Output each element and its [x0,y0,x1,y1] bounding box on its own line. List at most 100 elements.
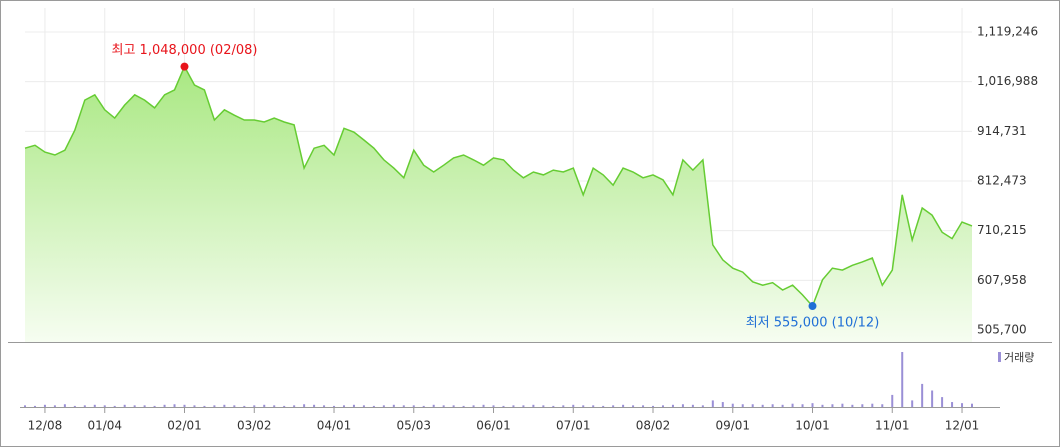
x-tick-label: 06/01 [476,419,511,433]
x-tick-label: 01/04 [87,419,122,433]
volume-bar [382,405,385,407]
volume-bar [582,405,585,407]
volume-bar [552,405,555,407]
plot: 최고 1,048,000 (02/08) 최저 555,000 (10/12) [24,43,973,407]
volume-bar [183,404,186,407]
volume-bar [472,405,475,407]
volume-bar [462,405,465,407]
x-tick-label: 07/01 [556,419,591,433]
volume-bar [532,404,535,407]
volume-bar [771,404,774,407]
volume-bar [821,404,824,407]
volume-bar [592,405,595,407]
volume-bar [951,402,954,407]
volume-bar [522,405,525,407]
volume-bar [811,403,814,407]
volume-bar [43,404,46,407]
volume-bar [831,404,834,407]
volume-bar [671,404,674,407]
volume-bar [103,405,106,407]
volume-bar [562,405,565,407]
y-tick-label: 505,700 [977,323,1027,337]
volume-bar [612,405,615,407]
y-tick-label: 914,731 [977,124,1027,138]
volume-bar [801,404,804,407]
volume-bar [721,402,724,407]
volume-bar [921,383,924,407]
volume-bar [632,405,635,407]
volume-bar [372,405,375,407]
x-tick-label: 10/01 [795,419,830,433]
volume-bar [283,405,286,407]
volume-bar [452,405,455,407]
volume-bar [412,405,415,407]
extreme-dot [808,302,817,311]
volume-bar [941,397,944,407]
price-line [24,64,973,308]
volume-bar [661,405,664,407]
price-area [25,66,972,342]
y-tick-label: 812,473 [977,174,1027,188]
volume-bar [233,405,236,407]
volume-bar [891,394,894,407]
x-tick-label: 12/01 [945,419,980,433]
volume-bar [293,405,296,407]
volume-bar [213,405,216,407]
volume-bar [203,405,206,407]
y-tick-label: 1,119,246 [977,25,1038,39]
volume-bar [392,404,395,407]
volume-bar [961,403,964,407]
volume-bar [622,404,625,407]
extreme-dot [180,62,189,71]
volume-bar [691,404,694,407]
volume-bar [193,405,196,407]
x-tick-label: 02/01 [167,419,202,433]
x-tick-label: 05/03 [396,419,431,433]
x-tick-label: 09/01 [715,419,750,433]
volume-bar [163,404,166,407]
volume-bar [871,403,874,407]
volume-bar [432,404,435,407]
volume-bar [681,404,684,407]
x-tick-label: 03/02 [237,419,272,433]
volume-bar [24,405,26,407]
volume-bar [492,405,495,407]
volume-bar [482,404,485,407]
volume-bar [342,405,345,407]
volume-bar [73,405,76,407]
volume-bar [841,403,844,407]
volume-bar [53,405,56,407]
volume-bar [911,400,914,407]
volume-bar [133,405,136,407]
volume-bar [263,404,266,407]
volume-bar [652,405,655,407]
volume-bar [143,405,146,407]
legend-label: 거래량 [1004,351,1034,364]
volume-bar [153,405,156,407]
volume-bar [642,405,645,407]
y-tick-label: 1,016,988 [977,74,1038,88]
volume-bar [781,404,784,407]
volume-bar [333,405,336,407]
volume-bar [881,404,884,407]
volume-bar [352,404,355,407]
volume-bar [542,405,545,407]
volume-bar [971,403,973,407]
volume-bar [362,405,365,407]
y-tick-label: 607,958 [977,273,1027,287]
legend-swatch [998,352,1001,362]
volume-bar [442,405,445,407]
volume-bar [851,404,854,407]
volume-bar [791,403,794,407]
annotation: 최저 555,000 (10/12) [746,316,880,331]
volume-bar [602,405,605,407]
volume-bar [173,404,176,407]
volume-bar [323,405,326,407]
volume-bar [83,405,86,407]
volume-bar [422,405,425,407]
volume-bar [33,405,36,407]
volume-bar [243,405,246,407]
volume-bar [303,404,306,407]
volume-bar [223,404,226,407]
